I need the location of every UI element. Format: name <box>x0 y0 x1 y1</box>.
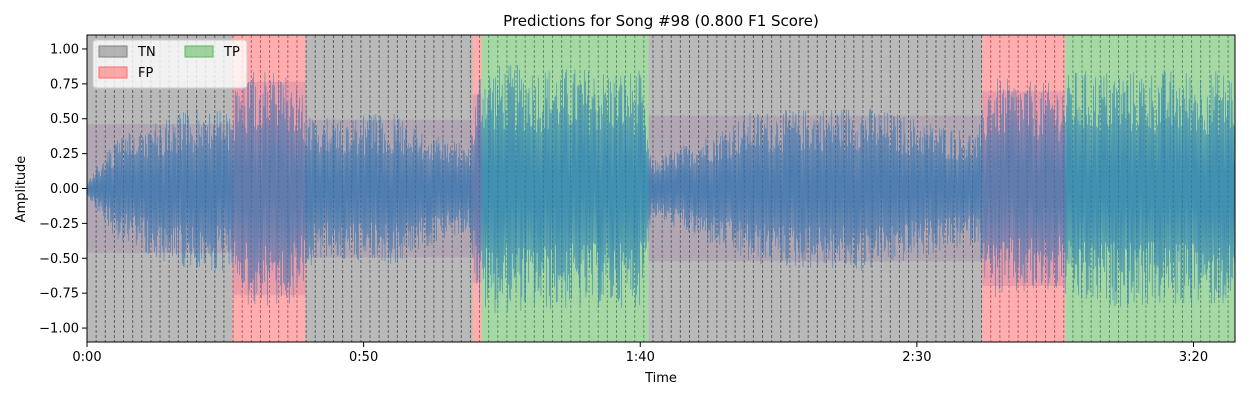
y-tick-label: 0.50 <box>50 112 79 127</box>
y-tick-label: 1.00 <box>50 42 79 57</box>
x-tick-label: 1:40 <box>626 350 655 365</box>
y-tick-label: 0.25 <box>50 147 79 162</box>
legend-label-fp: FP <box>138 66 153 81</box>
x-axis-label: Time <box>644 371 677 386</box>
y-axis: −1.00 −0.75 −0.50 −0.25 0.00 0.25 0.50 0.75 1.00 <box>39 42 87 337</box>
segment-tint <box>87 124 233 253</box>
segment-tint <box>648 115 983 262</box>
y-tick-label: −0.75 <box>39 287 79 302</box>
segment-tint <box>305 119 473 258</box>
segment-tint <box>232 81 306 296</box>
legend: TN FP TP <box>92 39 248 89</box>
x-tick-label: 3:20 <box>1179 350 1208 365</box>
y-tick-label: 0.75 <box>50 77 79 92</box>
x-axis: 0:00 0:50 1:40 2:30 3:20 <box>72 342 1208 365</box>
y-tick-label: −0.25 <box>39 217 79 232</box>
y-tick-label: −1.00 <box>39 322 79 337</box>
legend-swatch-tn <box>98 45 128 58</box>
x-tick-label: 0:00 <box>72 350 101 365</box>
x-tick-label: 2:30 <box>902 350 931 365</box>
x-tick-label: 0:50 <box>349 350 378 365</box>
waveform-layer <box>87 65 1235 313</box>
y-tick-label: 0.00 <box>50 182 79 197</box>
legend-label-tp: TP <box>223 45 240 60</box>
legend-label-tn: TN <box>137 45 156 60</box>
y-axis-label: Amplitude <box>14 156 29 223</box>
legend-swatch-tp <box>184 45 214 58</box>
segment-tint <box>982 91 1066 286</box>
waveform-line <box>87 65 1235 313</box>
segment-tint <box>472 94 482 283</box>
legend-swatch-fp <box>98 66 128 79</box>
y-tick-label: −0.50 <box>39 252 79 267</box>
chart-title: Predictions for Song #98 (0.800 F1 Score… <box>503 12 819 30</box>
